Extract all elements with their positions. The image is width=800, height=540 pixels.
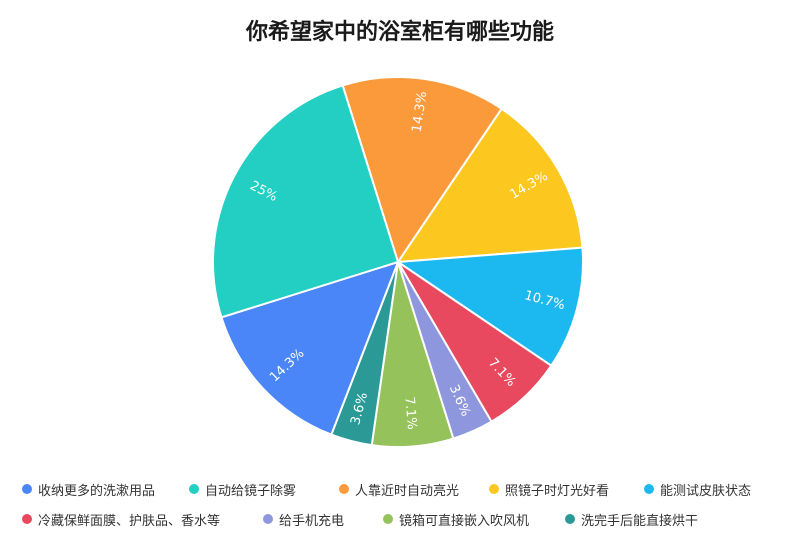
pie-chart: 14.3%14.3%10.7%7.1%3.6%7.1%3.6%14.3%25%: [212, 76, 584, 448]
legend-swatch-cold-storage: [22, 514, 32, 524]
legend-item-cold-storage: 冷藏保鲜面膜、护肤品、香水等: [22, 510, 263, 529]
legend-row-2: 冷藏保鲜面膜、护肤品、香水等 给手机充电 镜箱可直接嵌入吹风机 洗完手后能直接烘…: [22, 504, 792, 534]
legend-swatch-nice-lighting: [489, 484, 499, 494]
legend-swatch-auto-light: [339, 484, 349, 494]
legend-item-defog: 自动给镜子除雾: [189, 480, 339, 499]
legend-item-hair-dryer: 镜箱可直接嵌入吹风机: [383, 510, 565, 529]
legend-item-hand-dryer: 洗完手后能直接烘干: [565, 510, 698, 529]
legend-swatch-storage: [22, 484, 32, 494]
legend-item-storage: 收纳更多的洗漱用品: [22, 480, 189, 499]
legend-swatch-skin-test: [644, 484, 654, 494]
pie-slice-1: [212, 84, 400, 319]
legend-label-hand-dryer: 洗完手后能直接烘干: [581, 513, 699, 529]
slice-label-2: 14.3%: [410, 90, 431, 133]
legend-label-nice-lighting: 照镜子时灯光好看: [505, 483, 610, 499]
pie-slice-2: [341, 76, 504, 265]
legend-swatch-hair-dryer: [383, 514, 393, 524]
legend-swatch-defog: [189, 484, 199, 494]
legend-label-storage: 收纳更多的洗漱用品: [38, 483, 156, 499]
legend: 收纳更多的洗漱用品 自动给镜子除雾 人靠近时自动亮光 照镜子时灯光好看 能测试皮…: [22, 474, 792, 534]
legend-label-cold-storage: 冷藏保鲜面膜、护肤品、香水等: [38, 513, 221, 529]
chart-title: 你希望家中的浴室柜有哪些功能: [245, 20, 554, 45]
legend-item-phone-charge: 给手机充电: [263, 510, 383, 529]
pie-slice-3: [396, 107, 584, 264]
slice-label-7: 7.1%: [401, 396, 419, 430]
legend-label-defog: 自动给镜子除雾: [205, 483, 297, 499]
legend-swatch-phone-charge: [263, 514, 273, 524]
pie-slice-4: [395, 246, 584, 368]
legend-label-phone-charge: 给手机充电: [279, 513, 345, 529]
legend-label-auto-light: 人靠近时自动亮光: [355, 483, 460, 499]
pie-slice-0: [220, 260, 400, 436]
legend-row-1: 收纳更多的洗漱用品 自动给镜子除雾 人靠近时自动亮光 照镜子时灯光好看 能测试皮…: [22, 474, 792, 504]
legend-item-auto-light: 人靠近时自动亮光: [339, 480, 489, 499]
legend-swatch-hand-dryer: [565, 514, 575, 524]
legend-label-hair-dryer: 镜箱可直接嵌入吹风机: [399, 513, 530, 529]
legend-item-skin-test: 能测试皮肤状态: [644, 480, 751, 499]
legend-item-nice-lighting: 照镜子时灯光好看: [489, 480, 644, 499]
legend-label-skin-test: 能测试皮肤状态: [660, 483, 752, 499]
